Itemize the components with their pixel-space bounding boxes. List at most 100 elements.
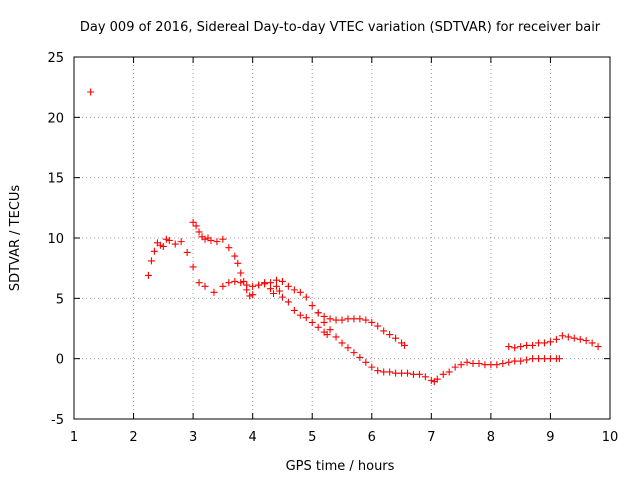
data-point xyxy=(427,376,435,384)
data-point xyxy=(320,318,328,326)
x-tick-label: 4 xyxy=(249,430,257,445)
data-point xyxy=(401,341,409,349)
data-point xyxy=(195,279,203,287)
data-point xyxy=(457,361,465,369)
data-point xyxy=(511,344,519,352)
data-point xyxy=(189,263,197,271)
data-point xyxy=(302,293,310,301)
data-point xyxy=(404,369,412,377)
data-point xyxy=(392,334,400,342)
data-point xyxy=(213,238,221,246)
data-point xyxy=(261,280,269,288)
data-point xyxy=(308,302,316,310)
data-point xyxy=(296,288,304,296)
data-point xyxy=(451,363,459,371)
data-point xyxy=(463,358,471,366)
x-tick-label: 3 xyxy=(189,430,197,445)
data-point xyxy=(398,369,406,377)
data-point xyxy=(177,238,185,246)
y-tick-label: 25 xyxy=(47,51,64,66)
data-point xyxy=(144,271,152,279)
data-point xyxy=(517,343,525,351)
data-point xyxy=(344,315,352,323)
data-point xyxy=(487,361,495,369)
data-point xyxy=(564,333,572,341)
data-point xyxy=(332,333,340,341)
y-tick-label: 0 xyxy=(56,353,64,368)
data-point xyxy=(290,306,298,314)
data-point xyxy=(267,279,275,287)
x-tick-label: 10 xyxy=(602,430,619,445)
data-point xyxy=(386,331,394,339)
data-point xyxy=(374,322,382,330)
data-point xyxy=(362,316,370,324)
data-point xyxy=(421,373,429,381)
data-point xyxy=(240,277,248,285)
data-point xyxy=(505,358,513,366)
data-point xyxy=(344,344,352,352)
x-tick-label: 6 xyxy=(368,430,376,445)
y-tick-label: 10 xyxy=(47,232,64,247)
data-point xyxy=(171,240,179,248)
data-point xyxy=(392,369,400,377)
data-point xyxy=(162,235,170,243)
x-tick-label: 8 xyxy=(487,430,495,445)
data-point xyxy=(246,292,254,300)
data-point xyxy=(570,334,578,342)
data-point xyxy=(278,277,286,285)
data-point xyxy=(192,222,200,230)
data-point xyxy=(308,318,316,326)
data-point xyxy=(150,247,158,255)
data-point xyxy=(374,367,382,375)
data-point xyxy=(270,290,278,298)
data-point xyxy=(558,332,566,340)
x-tick-label: 1 xyxy=(70,430,78,445)
data-point xyxy=(540,339,548,347)
data-point xyxy=(475,359,483,367)
y-tick-label: 15 xyxy=(47,172,64,187)
data-point xyxy=(535,355,543,363)
data-point xyxy=(237,269,245,277)
data-point xyxy=(511,357,519,365)
data-point xyxy=(255,281,263,289)
data-point xyxy=(356,353,364,361)
data-point xyxy=(505,343,513,351)
data-point xyxy=(249,282,257,290)
data-point xyxy=(517,357,525,365)
data-point xyxy=(314,309,322,317)
data-point xyxy=(386,368,394,376)
data-point xyxy=(201,235,209,243)
data-point xyxy=(284,298,292,306)
data-point xyxy=(156,241,164,249)
data-point xyxy=(439,370,447,378)
data-point xyxy=(523,356,531,364)
y-tick-label: -5 xyxy=(51,413,64,428)
data-point xyxy=(159,242,167,250)
data-point xyxy=(481,361,489,369)
data-point xyxy=(529,341,537,349)
data-point xyxy=(314,323,322,331)
data-point xyxy=(546,338,554,346)
data-point xyxy=(368,363,376,371)
data-point xyxy=(469,359,477,367)
data-point xyxy=(219,282,227,290)
data-point xyxy=(210,288,218,296)
data-point xyxy=(237,279,245,287)
x-axis-label: GPS time / hours xyxy=(286,459,395,474)
data-point xyxy=(445,368,453,376)
data-point xyxy=(326,326,334,334)
data-point xyxy=(582,337,590,345)
x-tick-label: 9 xyxy=(546,430,554,445)
data-point xyxy=(529,355,537,363)
data-point xyxy=(275,287,283,295)
data-point xyxy=(249,291,257,299)
data-point xyxy=(272,282,280,290)
data-point xyxy=(225,244,233,252)
data-point xyxy=(267,285,275,293)
data-point xyxy=(380,327,388,335)
x-tick-label: 7 xyxy=(427,430,435,445)
data-point xyxy=(284,282,292,290)
data-point xyxy=(296,311,304,319)
data-point xyxy=(219,235,227,243)
